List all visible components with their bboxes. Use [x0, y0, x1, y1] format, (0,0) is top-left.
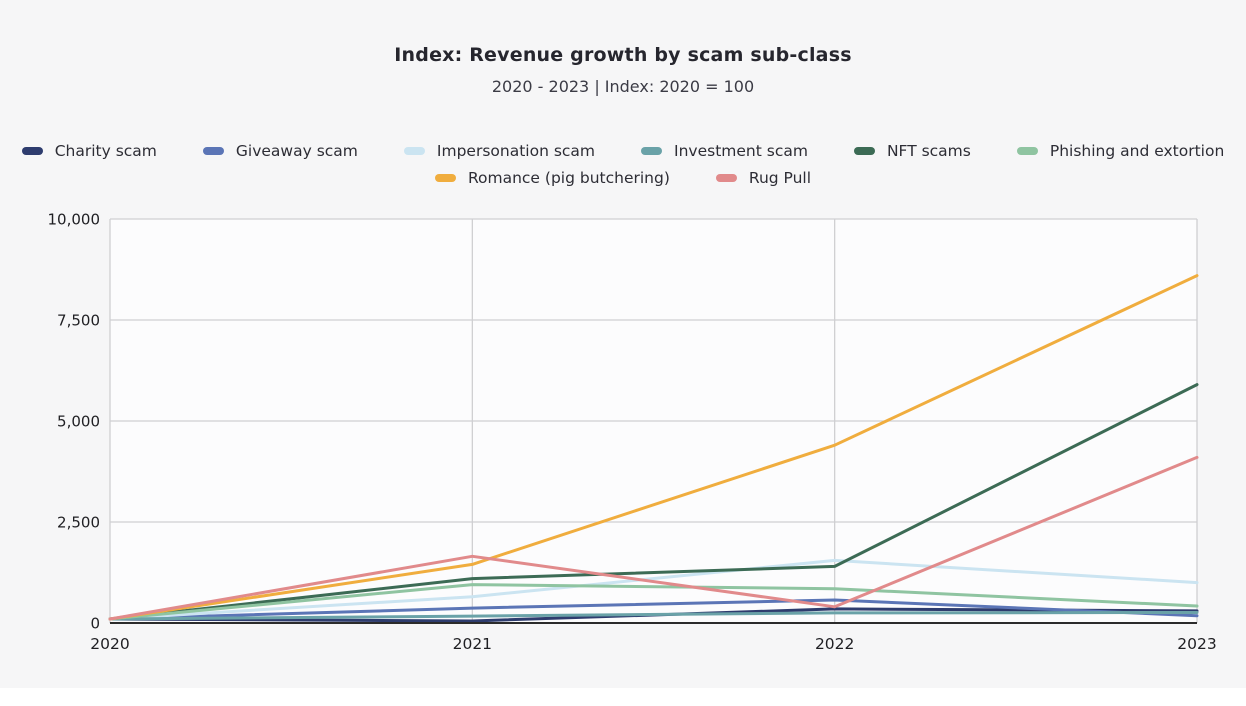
- legend-swatch-icon: [641, 147, 663, 155]
- y-tick-label: 10,000: [48, 211, 101, 229]
- legend-label: Rug Pull: [748, 169, 812, 187]
- legend-swatch-icon: [715, 174, 737, 182]
- line-giveaway-scam[interactable]: [108, 598, 1199, 621]
- legend-item-rug-pull[interactable]: Rug Pull: [715, 169, 812, 187]
- y-tick-label: 7,500: [57, 312, 100, 330]
- legend-row: Charity scam Giveaway scam Impersonation s…: [21, 142, 1225, 160]
- legend-item-charity-scam[interactable]: Charity scam: [21, 142, 157, 160]
- x-tick-label: 2020: [90, 635, 129, 653]
- legend-label: Romance (pig butchering): [467, 169, 670, 187]
- y-tick-label: 2,500: [57, 514, 100, 532]
- legend-swatch-icon: [202, 147, 224, 155]
- legend-swatch-icon: [434, 174, 456, 182]
- legend-swatch-icon: [853, 147, 875, 155]
- legend-label: Investment scam: [674, 142, 808, 160]
- chart-subtitle: 2020 - 2023 | Index: 2020 = 100: [491, 77, 755, 96]
- y-tick-label: 5,000: [57, 413, 100, 431]
- line-nft-scams[interactable]: [108, 383, 1199, 621]
- legend-label: NFT scams: [886, 142, 971, 160]
- legend-item-phishing-and-extortion[interactable]: Phishing and extortion: [1016, 142, 1225, 160]
- legend-label: Charity scam: [54, 142, 157, 160]
- x-tick-label: 2022: [815, 635, 854, 653]
- x-tick-label: 2021: [453, 635, 492, 653]
- line-phishing-and-extortion[interactable]: [108, 583, 1199, 621]
- line-investment-scam[interactable]: [108, 611, 1199, 621]
- legend-label: Impersonation scam: [436, 142, 596, 160]
- legend-item-giveaway-scam[interactable]: Giveaway scam: [202, 142, 358, 160]
- legend-item-investment-scam[interactable]: Investment scam: [641, 142, 808, 160]
- x-tick-label: 2023: [1177, 635, 1216, 653]
- line-impersonation-scam[interactable]: [108, 558, 1199, 621]
- legend: Charity scam Giveaway scam Impersonation s…: [0, 142, 1246, 187]
- chart-title: Index: Revenue growth by scam sub-class: [394, 44, 852, 66]
- legend-swatch-icon: [1016, 147, 1038, 155]
- legend-item-romance-pig-butchering[interactable]: Romance (pig butchering): [434, 169, 670, 187]
- legend-swatch-icon: [21, 147, 43, 155]
- legend-item-nft-scams[interactable]: NFT scams: [853, 142, 971, 160]
- legend-item-impersonation-scam[interactable]: Impersonation scam: [403, 142, 596, 160]
- legend-label: Giveaway scam: [235, 142, 358, 160]
- line-romance-pig-butchering[interactable]: [108, 274, 1199, 621]
- chart-header: Index: Revenue growth by scam sub-class …: [0, 44, 1246, 96]
- legend-row: Romance (pig butchering) Rug Pull: [434, 169, 812, 187]
- line-rug-pull[interactable]: [108, 455, 1199, 621]
- legend-swatch-icon: [403, 147, 425, 155]
- y-tick-label: 0: [90, 615, 100, 633]
- legend-label: Phishing and extortion: [1049, 142, 1225, 160]
